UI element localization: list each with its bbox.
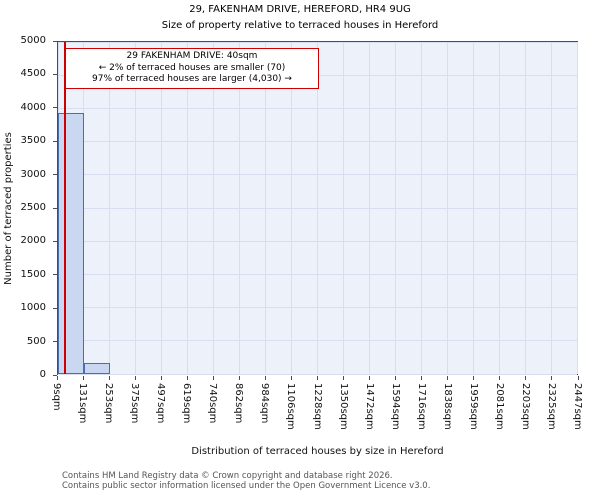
x-tick-mark [343, 376, 345, 380]
annotation-box: 29 FAKENHAM DRIVE: 40sqm ← 2% of terrace… [65, 48, 319, 90]
v-gridline [239, 42, 241, 374]
y-tick-mark [53, 140, 57, 142]
x-axis-ticks: 9sqm 131sqm 253sqm 375sqm 497sqm 619sqm 740sqm… [51, 376, 583, 442]
v-gridline [109, 42, 111, 374]
x-tick-mark [395, 376, 397, 380]
chart-subtitle: Size of property relative to terraced ho… [161, 20, 439, 31]
y-tick-mark [53, 341, 57, 343]
y-tick-label: 3000 [20, 168, 46, 180]
chart-title: 29, FAKENHAM DRIVE, HEREFORD, HR4 9UG [189, 4, 411, 15]
x-tick-mark [499, 376, 501, 380]
v-gridline [446, 42, 448, 374]
y-tick-mark [53, 207, 57, 209]
v-gridline [161, 42, 163, 374]
v-gridline [472, 42, 474, 374]
x-tick-mark [551, 376, 553, 380]
y-tick-label: 3500 [20, 135, 46, 147]
annotation-smaller-line: ← 2% of terraced houses are smaller (70) [98, 62, 286, 73]
x-tick-mark [290, 376, 292, 380]
h-gridline [58, 373, 577, 375]
footer-attribution-hmlr: Contains HM Land Registry data © Crown c… [62, 471, 393, 481]
histogram-bar [83, 362, 110, 374]
x-tick-mark [264, 376, 266, 380]
histogram-bar [58, 113, 84, 374]
y-tick-mark [53, 107, 57, 109]
x-tick-mark [186, 376, 188, 380]
property-marker-line [63, 42, 66, 374]
plot-area: 29 FAKENHAM DRIVE: 40sqm ← 2% of terrace… [57, 41, 578, 375]
v-gridline [524, 42, 526, 374]
x-tick-mark [577, 376, 579, 380]
y-tick-mark [53, 40, 57, 42]
x-tick-mark [369, 376, 371, 380]
x-tick-mark [317, 376, 318, 380]
y-tick-mark [53, 174, 57, 176]
v-gridline [291, 42, 293, 374]
y-tick-mark [53, 240, 57, 242]
y-tick-label: 1500 [20, 268, 46, 280]
y-tick-label: 0 [39, 369, 46, 380]
v-gridline [135, 42, 137, 374]
y-tick-mark [53, 374, 57, 376]
y-tick-label: 1000 [20, 302, 46, 314]
y-tick-label: 4500 [20, 68, 46, 80]
x-tick-mark [447, 376, 449, 380]
x-tick-mark [82, 376, 84, 380]
v-gridline [83, 42, 85, 374]
y-tick-mark [53, 274, 57, 276]
y-tick-label: 4000 [20, 101, 46, 113]
y-axis-ticks: 0 500 1000 1500 2000 2500 3000 3500 4000 4500 5000 [0, 35, 57, 380]
footer-attribution-ogl: Contains public sector information licen… [62, 481, 431, 491]
annotation-property-line: 29 FAKENHAM DRIVE: 40sqm [126, 51, 258, 61]
annotation-larger-line: 97% of terraced houses are larger (4,030… [92, 74, 292, 85]
v-gridline [368, 42, 370, 374]
v-gridline [213, 42, 215, 374]
v-gridline [187, 42, 189, 374]
y-tick-mark [53, 73, 57, 75]
x-tick-mark [134, 376, 136, 380]
y-tick-label: 500 [26, 335, 46, 347]
v-gridline [342, 42, 344, 374]
y-tick-mark [53, 307, 57, 309]
x-axis-label: Distribution of terraced houses by size … [191, 446, 444, 457]
x-tick-mark [238, 376, 240, 380]
v-gridline [265, 42, 267, 374]
v-gridline [550, 42, 552, 374]
x-tick-mark [108, 376, 110, 380]
y-tick-label: 5000 [20, 35, 46, 46]
v-gridline [420, 42, 422, 374]
x-tick-mark [56, 376, 58, 380]
y-tick-label: 2000 [20, 235, 46, 247]
v-gridline [576, 42, 578, 374]
v-gridline [498, 42, 500, 374]
v-gridline [317, 42, 318, 374]
x-tick-mark [421, 376, 423, 380]
x-tick-mark [473, 376, 475, 380]
y-tick-label: 2500 [20, 202, 46, 213]
x-tick-mark [525, 376, 527, 380]
x-tick-mark [160, 376, 162, 380]
x-tick-mark [212, 376, 214, 380]
v-gridline [394, 42, 396, 374]
